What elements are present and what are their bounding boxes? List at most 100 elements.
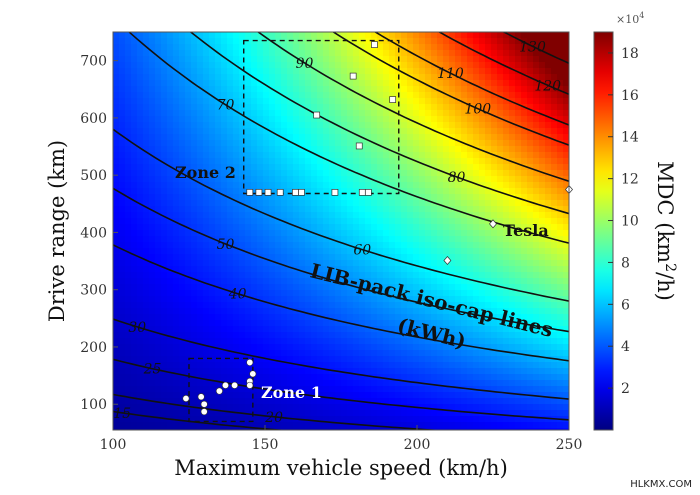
heatmap-cell (557, 38, 564, 45)
heatmap-cell (203, 194, 210, 201)
heatmap-cell (269, 290, 276, 297)
heatmap-cell (437, 104, 444, 111)
heatmap-cell (209, 386, 216, 393)
heatmap-cell (341, 428, 348, 435)
heatmap-cell (131, 236, 138, 243)
heatmap-cell (191, 86, 198, 93)
heatmap-cell (323, 50, 330, 57)
heatmap-cell (485, 158, 492, 165)
heatmap-cell (173, 290, 180, 297)
heatmap-cell (431, 248, 438, 255)
heatmap-cell (425, 392, 432, 399)
heatmap-cell (209, 302, 216, 309)
heatmap-cell (143, 116, 150, 123)
heatmap-cell (323, 134, 330, 141)
heatmap-cell (329, 254, 336, 261)
heatmap-cell (251, 98, 258, 105)
heatmap-cell (185, 284, 192, 291)
heatmap-cell (221, 266, 228, 273)
heatmap-cell (275, 278, 282, 285)
heatmap-cell (287, 332, 294, 339)
heatmap-cell (179, 302, 186, 309)
heatmap-cell (413, 206, 420, 213)
heatmap-cell (281, 326, 288, 333)
heatmap-cell (293, 206, 300, 213)
heatmap-cell (155, 170, 162, 177)
heatmap-cell (269, 158, 276, 165)
heatmap-cell (497, 122, 504, 129)
heatmap-cell (149, 410, 156, 417)
heatmap-cell (335, 218, 342, 225)
heatmap-cell (503, 272, 510, 279)
heatmap-cell (395, 32, 402, 39)
heatmap-cell (281, 146, 288, 153)
heatmap-cell (335, 302, 342, 309)
heatmap-cell (407, 266, 414, 273)
heatmap-cell (149, 104, 156, 111)
heatmap-cell (215, 212, 222, 219)
heatmap-cell (251, 134, 258, 141)
heatmap-cell (401, 32, 408, 39)
heatmap-cell (233, 152, 240, 159)
heatmap-cell (275, 326, 282, 333)
heatmap-cell (233, 212, 240, 219)
heatmap-cell (299, 230, 306, 237)
heatmap-cell (185, 182, 192, 189)
heatmap-cell (149, 62, 156, 69)
heatmap-cell (383, 116, 390, 123)
heatmap-cell (539, 308, 546, 315)
heatmap-cell (149, 86, 156, 93)
heatmap-cell (401, 374, 408, 381)
heatmap-cell (419, 128, 426, 135)
heatmap-cell (521, 152, 528, 159)
heatmap-cell (173, 248, 180, 255)
heatmap-cell (155, 224, 162, 231)
heatmap-cell (515, 80, 522, 87)
heatmap-cell (329, 338, 336, 345)
heatmap-cell (551, 98, 558, 105)
heatmap-cell (521, 410, 528, 417)
heatmap-cell (119, 302, 126, 309)
heatmap-cell (161, 428, 168, 435)
heatmap-cell (275, 32, 282, 39)
heatmap-cell (221, 320, 228, 327)
heatmap-cell (191, 392, 198, 399)
heatmap-cell (365, 314, 372, 321)
heatmap-cell (245, 314, 252, 321)
heatmap-cell (179, 110, 186, 117)
heatmap-cell (149, 194, 156, 201)
heatmap-cell (251, 158, 258, 165)
heatmap-cell (539, 344, 546, 351)
heatmap-cell (299, 314, 306, 321)
heatmap-cell (269, 230, 276, 237)
heatmap-cell (275, 152, 282, 159)
heatmap-cell (413, 134, 420, 141)
heatmap-cell (287, 278, 294, 285)
heatmap-cell (419, 350, 426, 357)
heatmap-cell (281, 206, 288, 213)
heatmap-cell (233, 392, 240, 399)
heatmap-cell (467, 290, 474, 297)
heatmap-cell (455, 380, 462, 387)
heatmap-cell (215, 140, 222, 147)
heatmap-cell (251, 176, 258, 183)
heatmap-cell (287, 284, 294, 291)
heatmap-cell (551, 350, 558, 357)
heatmap-cell (113, 218, 120, 225)
heatmap-cell (395, 386, 402, 393)
heatmap-cell (365, 308, 372, 315)
heatmap-cell (179, 290, 186, 297)
heatmap-cell (257, 230, 264, 237)
heatmap-cell (491, 50, 498, 57)
heatmap-cell (539, 32, 546, 39)
heatmap-cell (311, 92, 318, 99)
heatmap-cell (341, 68, 348, 75)
heatmap-cell (527, 176, 534, 183)
heatmap-cell (125, 254, 132, 261)
heatmap-cell (419, 38, 426, 45)
heatmap-cell (491, 164, 498, 171)
heatmap-cell (137, 140, 144, 147)
heatmap-cell (341, 140, 348, 147)
heatmap-cell (113, 38, 120, 45)
heatmap-cell (521, 110, 528, 117)
